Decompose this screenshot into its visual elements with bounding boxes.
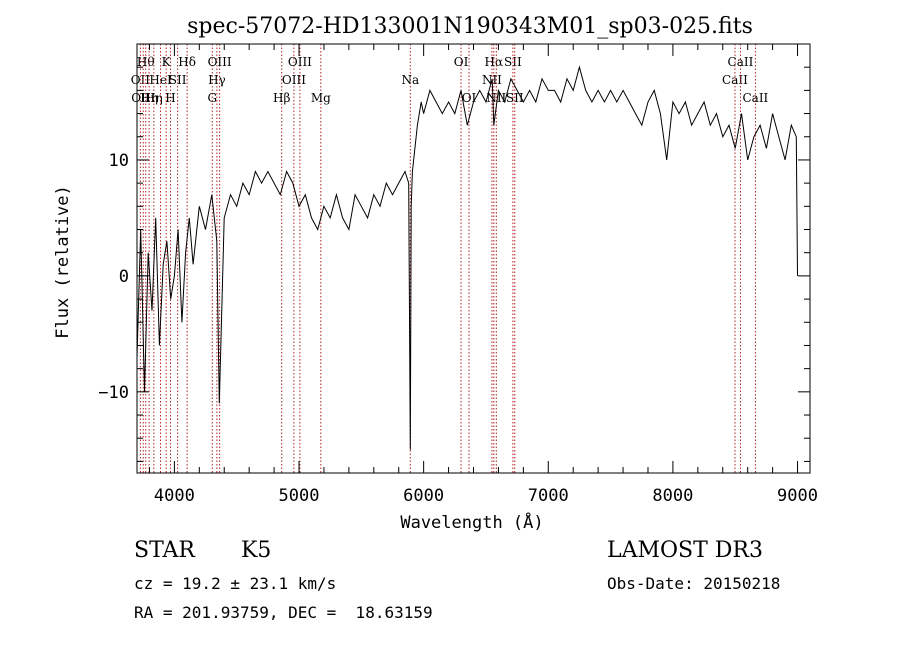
marker-label: Hθ xyxy=(137,55,155,69)
marker-label: K xyxy=(162,55,172,69)
marker-label: CaII xyxy=(742,91,768,105)
coordinates-line: RA = 201.93759, DEC = 18.63159 xyxy=(134,603,433,622)
object-subclass: K5 xyxy=(241,538,272,563)
marker-label: OIII xyxy=(208,55,232,69)
redshift-line: cz = 19.2 ± 23.1 km/s xyxy=(134,574,337,593)
chart-title: spec-57072-HD133001N190343M01_sp03-025.f… xyxy=(187,14,753,39)
marker-label: Mg xyxy=(311,91,331,105)
marker-label: Hη xyxy=(145,91,163,105)
y-tick-label: 10 xyxy=(109,151,129,171)
marker-label: OI xyxy=(454,55,469,69)
x-tick-label: 7000 xyxy=(528,486,569,506)
x-tick-label: 9000 xyxy=(777,486,818,506)
marker-label: OIII xyxy=(288,55,312,69)
obs-date-line: Obs-Date: 20150218 xyxy=(607,574,781,593)
marker-label: Na xyxy=(401,73,419,87)
marker-label: OI xyxy=(462,91,477,105)
marker-label: NII xyxy=(486,91,506,105)
x-tick-label: 4000 xyxy=(154,486,195,506)
marker-label: CaII xyxy=(728,55,754,69)
marker-label: OIII xyxy=(282,73,306,87)
y-tick-label: 0 xyxy=(119,267,129,287)
spectrum-trace xyxy=(136,65,798,450)
marker-label: Hγ xyxy=(208,73,226,87)
marker-label: H xyxy=(165,91,175,105)
marker-label: G xyxy=(207,91,217,105)
marker-label: Hα xyxy=(485,55,504,69)
plot-frame xyxy=(136,43,811,474)
emission-line-markers: OIIOIIIHθHηHηHeIKHSIIHδGHγOIIIHβOIIIOIII… xyxy=(131,44,769,473)
y-axis-ticks: −10 0 10 xyxy=(98,66,810,462)
x-tick-label: 8000 xyxy=(652,486,693,506)
marker-label: CaII xyxy=(722,73,748,87)
marker-label: Hδ xyxy=(178,55,196,69)
y-tick-label: −10 xyxy=(98,383,129,403)
x-axis-ticks: 4000 5000 6000 7000 8000 9000 xyxy=(148,44,818,506)
x-tick-label: 6000 xyxy=(403,486,444,506)
object-class: STAR xyxy=(134,538,195,563)
x-axis-label: Wavelength (Å) xyxy=(400,511,543,533)
survey-name: LAMOST DR3 xyxy=(607,538,763,563)
y-axis-label: Flux (relative) xyxy=(53,185,73,339)
marker-label: SII xyxy=(504,55,522,69)
spectrum-series-line xyxy=(136,65,798,450)
x-tick-label: 5000 xyxy=(279,486,320,506)
marker-label: OII xyxy=(131,73,151,87)
marker-label: Hβ xyxy=(273,91,290,105)
marker-label: SII xyxy=(169,73,187,87)
